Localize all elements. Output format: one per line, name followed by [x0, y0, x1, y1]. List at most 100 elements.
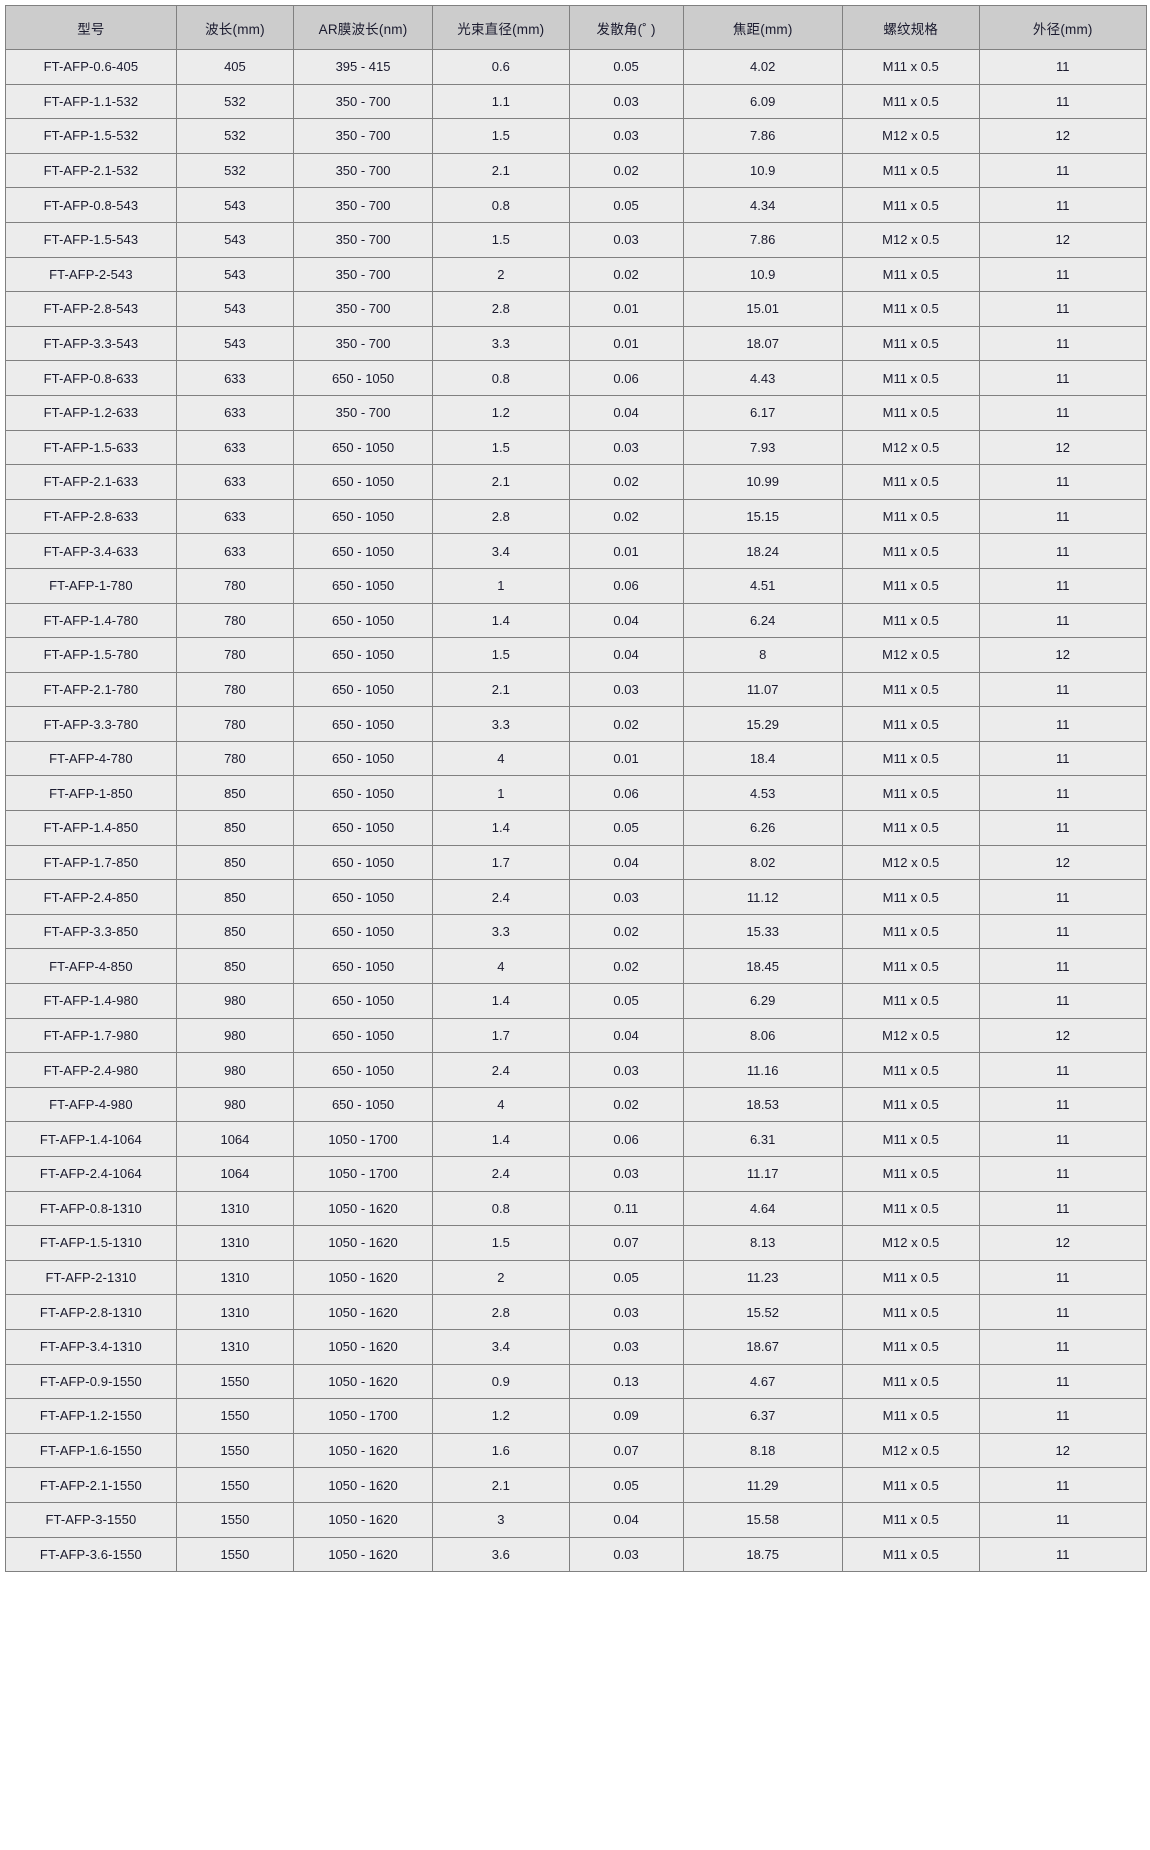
data-cell: M11 x 0.5: [841, 1536, 980, 1573]
data-cell: 11: [978, 1052, 1148, 1088]
data-cell: 11: [978, 1294, 1148, 1330]
data-cell: 0.8: [432, 360, 570, 396]
data-cell: M11 x 0.5: [841, 49, 980, 85]
data-cell: 18.24: [682, 533, 843, 569]
table-row: FT-AFP-3.4-633 633 650 - 1050 3.4 0.01 18.24 M…: [5, 533, 1148, 569]
data-cell: 11: [978, 291, 1148, 327]
data-cell: 633: [175, 533, 295, 569]
model-cell: FT-AFP-1.5-780: [5, 637, 177, 673]
table-row: FT-AFP-1.7-980 980 650 - 1050 1.7 0.04 8.06 M1…: [5, 1017, 1148, 1054]
data-cell: M11 x 0.5: [841, 775, 980, 812]
data-cell: 650 - 1050: [293, 879, 433, 915]
data-cell: 1: [432, 567, 570, 604]
data-cell: 1.4: [432, 983, 570, 1019]
table-header-row: 型号 波长(mm) AR膜波长(nm) 光束直径(mm) 发散角(˚ ) 焦距(mm) 螺纹…: [5, 5, 1148, 50]
data-cell: 11: [978, 567, 1148, 604]
table-header: 型号 波长(mm) AR膜波长(nm) 光束直径(mm) 发散角(˚ ) 焦距(mm) 螺纹…: [5, 5, 1148, 50]
data-cell: M11 x 0.5: [841, 1328, 980, 1365]
data-cell: M11 x 0.5: [841, 1501, 980, 1538]
data-cell: 6.17: [682, 394, 843, 431]
table-row: FT-AFP-1.7-850 850 650 - 1050 1.7 0.04 8.02 M1…: [5, 844, 1148, 881]
data-cell: 0.04: [568, 844, 684, 881]
model-cell: FT-AFP-3-1550: [5, 1501, 177, 1538]
data-cell: M11 x 0.5: [841, 1052, 980, 1088]
data-cell: M11 x 0.5: [841, 291, 980, 327]
data-cell: M11 x 0.5: [841, 671, 980, 708]
data-cell: 18.4: [682, 740, 843, 777]
data-cell: 1550: [175, 1501, 295, 1538]
data-cell: 3.6: [432, 1536, 570, 1573]
model-cell: FT-AFP-2.1-780: [5, 671, 177, 708]
data-cell: 11: [978, 879, 1148, 915]
column-header-0: 型号: [5, 5, 177, 50]
data-cell: 0.06: [568, 1121, 684, 1157]
data-cell: 1310: [175, 1259, 295, 1296]
data-cell: M11 x 0.5: [841, 879, 980, 915]
data-cell: 6.26: [682, 810, 843, 846]
data-cell: 0.03: [568, 221, 684, 258]
data-cell: 650 - 1050: [293, 948, 433, 985]
data-cell: 11: [978, 1398, 1148, 1434]
data-cell: M11 x 0.5: [841, 740, 980, 777]
data-cell: 0.04: [568, 1017, 684, 1054]
table-row: FT-AFP-1-850 850 650 - 1050 1 0.06 4.53 M11 x …: [5, 775, 1148, 812]
data-cell: 543: [175, 291, 295, 327]
table-row: FT-AFP-3.3-780 780 650 - 1050 3.3 0.02 15.29 M…: [5, 706, 1148, 742]
data-cell: 0.03: [568, 118, 684, 154]
table-row: FT-AFP-0.8-1310 1310 1050 - 1620 0.8 0.11 4.6…: [5, 1190, 1148, 1227]
data-cell: 780: [175, 740, 295, 777]
data-cell: 1050 - 1620: [293, 1363, 433, 1400]
data-cell: 1050 - 1620: [293, 1432, 433, 1469]
data-cell: 1050 - 1620: [293, 1190, 433, 1227]
data-cell: 780: [175, 602, 295, 639]
data-cell: 0.05: [568, 810, 684, 846]
model-cell: FT-AFP-2.8-633: [5, 498, 177, 535]
data-cell: M11 x 0.5: [841, 567, 980, 604]
data-cell: 350 - 700: [293, 394, 433, 431]
data-cell: 850: [175, 844, 295, 881]
model-cell: FT-AFP-3.3-850: [5, 913, 177, 950]
model-cell: FT-AFP-3.6-1550: [5, 1536, 177, 1573]
data-cell: 0.6: [432, 49, 570, 85]
data-cell: 0.04: [568, 394, 684, 431]
model-cell: FT-AFP-3.3-543: [5, 325, 177, 362]
data-cell: M11 x 0.5: [841, 1398, 980, 1434]
data-cell: 780: [175, 706, 295, 742]
data-cell: 11.07: [682, 671, 843, 708]
data-cell: 11: [978, 533, 1148, 569]
table-row: FT-AFP-1.4-1064 1064 1050 - 1700 1.4 0.06 6.3…: [5, 1121, 1148, 1157]
data-cell: 650 - 1050: [293, 567, 433, 604]
data-cell: 8.06: [682, 1017, 843, 1054]
model-cell: FT-AFP-1.2-1550: [5, 1398, 177, 1434]
data-cell: 980: [175, 1017, 295, 1054]
data-cell: M12 x 0.5: [841, 118, 980, 154]
model-cell: FT-AFP-1.1-532: [5, 83, 177, 120]
data-cell: 3.3: [432, 913, 570, 950]
data-cell: 1310: [175, 1294, 295, 1330]
data-cell: 0.9: [432, 1363, 570, 1400]
data-cell: 0.02: [568, 256, 684, 293]
data-cell: 1.5: [432, 637, 570, 673]
model-cell: FT-AFP-0.8-1310: [5, 1190, 177, 1227]
data-cell: 4.53: [682, 775, 843, 812]
data-cell: 18.07: [682, 325, 843, 362]
model-cell: FT-AFP-0.6-405: [5, 49, 177, 85]
data-cell: 650 - 1050: [293, 464, 433, 500]
data-cell: 4.51: [682, 567, 843, 604]
data-cell: 15.29: [682, 706, 843, 742]
data-cell: 12: [978, 1225, 1148, 1261]
data-cell: 4: [432, 1086, 570, 1123]
table-row: FT-AFP-3.6-1550 1550 1050 - 1620 3.6 0.03 18.…: [5, 1536, 1148, 1573]
data-cell: 1064: [175, 1156, 295, 1192]
data-cell: 650 - 1050: [293, 740, 433, 777]
table-row: FT-AFP-2.4-850 850 650 - 1050 2.4 0.03 11.12 M…: [5, 879, 1148, 915]
data-cell: 650 - 1050: [293, 429, 433, 466]
data-cell: 0.03: [568, 1328, 684, 1365]
data-cell: 850: [175, 879, 295, 915]
table-row: FT-AFP-0.9-1550 1550 1050 - 1620 0.9 0.13 4.6…: [5, 1363, 1148, 1400]
table-row: FT-AFP-1.1-532 532 350 - 700 1.1 0.03 6.09 M11…: [5, 83, 1148, 120]
data-cell: 11: [978, 498, 1148, 535]
model-cell: FT-AFP-1.6-1550: [5, 1432, 177, 1469]
model-cell: FT-AFP-1.4-980: [5, 983, 177, 1019]
model-cell: FT-AFP-2-1310: [5, 1259, 177, 1296]
